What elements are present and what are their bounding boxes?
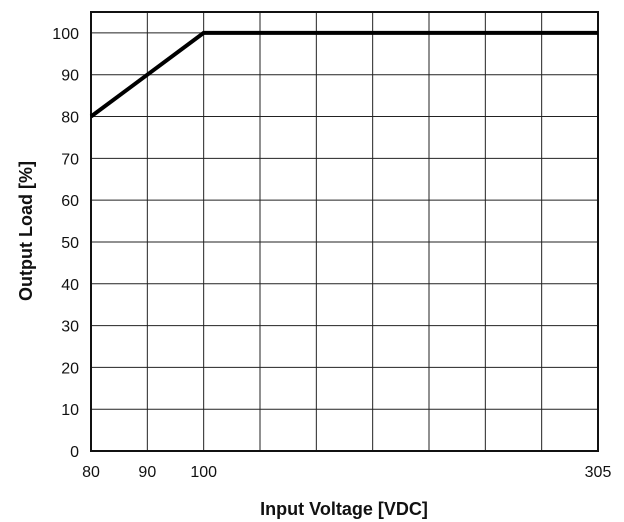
y-tick-label: 90 xyxy=(61,68,79,85)
x-tick-label: 305 xyxy=(585,464,612,481)
y-tick-label: 10 xyxy=(61,402,79,419)
y-axis-tick-labels: 0 10 20 30 40 50 60 70 80 90 100 xyxy=(52,26,79,461)
x-tick-label: 90 xyxy=(138,464,156,481)
derating-curve xyxy=(89,30,598,119)
y-axis-title: Output Load [%] xyxy=(16,161,36,301)
plot-area xyxy=(90,11,599,452)
y-tick-label: 40 xyxy=(61,277,79,294)
y-tick-label: 60 xyxy=(61,193,79,210)
x-tick-label: 100 xyxy=(190,464,217,481)
y-tick-label: 20 xyxy=(61,360,79,377)
y-tick-label: 50 xyxy=(61,235,79,252)
x-axis-tick-labels: 80 90 100 305 xyxy=(82,464,611,481)
y-tick-label: 70 xyxy=(61,151,79,168)
y-tick-label: 30 xyxy=(61,319,79,336)
x-tick-label: 80 xyxy=(82,464,100,481)
grid-lines xyxy=(91,12,598,451)
y-tick-label: 0 xyxy=(70,444,79,461)
y-tick-label: 80 xyxy=(61,110,79,127)
x-axis-title: Input Voltage [VDC] xyxy=(260,499,428,519)
series-group xyxy=(89,30,598,119)
y-tick-label: 100 xyxy=(52,26,79,43)
